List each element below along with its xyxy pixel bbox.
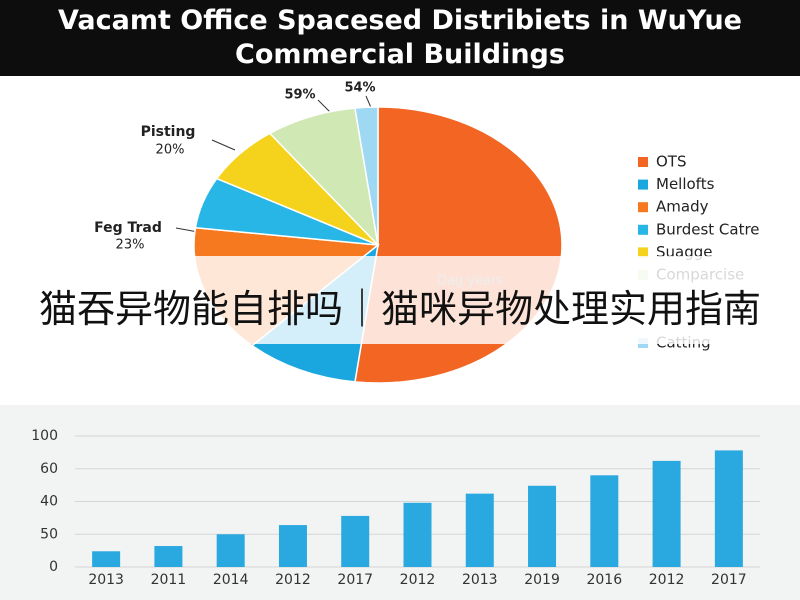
x-tick-label: 2013 [88, 572, 124, 588]
chart-title: Vacamt Office Spacesed Distribiets in Wu… [0, 0, 800, 76]
legend-swatch [638, 247, 648, 258]
bar [278, 525, 307, 567]
bar [465, 493, 494, 567]
x-tick-label: 2012 [400, 572, 436, 588]
leader-line [211, 139, 236, 151]
annotation: Feg Trad [94, 220, 162, 236]
overlay-banner [0, 256, 800, 344]
y-tick-label: 60 [40, 461, 58, 477]
legend-swatch [638, 202, 648, 213]
bar [341, 515, 370, 567]
x-tick-label: 2013 [462, 572, 498, 588]
bar [528, 485, 557, 567]
legend-label: Mellofts [656, 175, 715, 193]
bar [403, 502, 432, 567]
annotation: 54% [344, 81, 375, 96]
annotation: 59% [284, 88, 315, 103]
annotation: Pisting [141, 124, 196, 140]
legend-swatch [638, 157, 648, 167]
x-tick-label: 2017 [711, 572, 747, 588]
legend-label: Burdest Catre [656, 220, 760, 238]
x-tick-label: 2012 [275, 572, 311, 588]
pie-slice [354, 106, 379, 246]
x-tick-label: 2017 [337, 572, 373, 588]
leader-line [317, 99, 331, 113]
x-tick-label: 2014 [213, 572, 249, 588]
bar [714, 450, 743, 567]
y-tick-label: 50 [40, 526, 58, 542]
legend-swatch [638, 224, 648, 235]
y-tick-label: 40 [40, 494, 58, 510]
legend-label: Amady [656, 198, 709, 216]
x-tick-label: 2016 [586, 572, 622, 588]
annotation: 23% [116, 238, 145, 253]
bar [154, 546, 183, 567]
bar [216, 534, 245, 567]
bar [92, 551, 121, 567]
bar [590, 475, 619, 567]
bar [652, 460, 681, 567]
legend-swatch [638, 179, 648, 190]
annotation: 20% [156, 143, 185, 158]
y-tick-label: 0 [49, 559, 58, 575]
legend-label: OTS [656, 153, 687, 171]
x-tick-label: 2011 [151, 572, 187, 588]
bar-chart: 0 50 40 60 100 2013 2011 2014 2012 2017 2012 2013 20… [31, 428, 760, 588]
y-tick-label: 100 [31, 428, 58, 444]
x-tick-label: 2019 [524, 572, 560, 588]
pie-slice [268, 107, 380, 248]
overlay-text: 猫吞异物能自排吗｜猫咪异物处理实用指南 [38, 287, 761, 331]
x-tick-label: 2012 [649, 572, 685, 588]
